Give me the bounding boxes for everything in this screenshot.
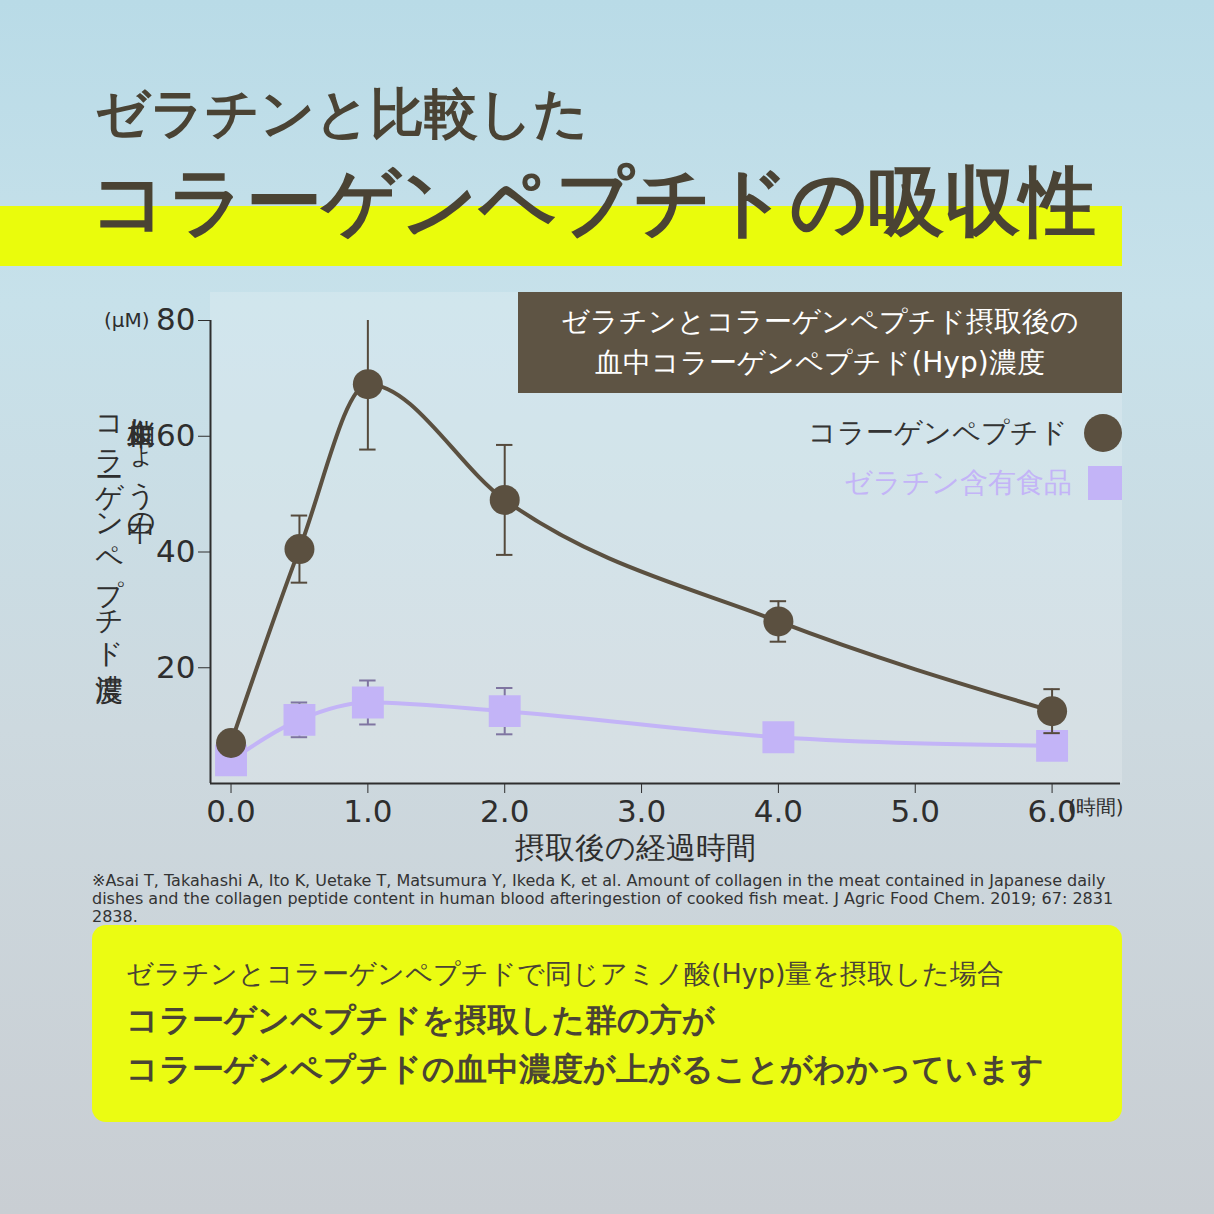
html-text:ゼラチンと比較した: ゼラチンと比較した <box>95 81 588 145</box>
svg-text:4.0: 4.0 <box>754 793 803 829</box>
html-text:(μM): (μM) <box>104 308 150 332</box>
svg-text:80: 80 <box>156 301 195 337</box>
html-text:末梢血しょう中の: 末梢血しょう中の <box>124 398 158 526</box>
svg-text:20: 20 <box>156 649 195 685</box>
svg-text:2.0: 2.0 <box>480 793 529 829</box>
html-text:コラーゲンペプチド: コラーゲンペプチド <box>808 416 1068 449</box>
html-text:血中コラーゲンペプチド(Hyp)濃度: 血中コラーゲンペプチド(Hyp)濃度 <box>595 345 1045 379</box>
svg-text:5.0: 5.0 <box>891 793 940 829</box>
html-text:(時間): (時間) <box>1068 795 1124 819</box>
html-text:※Asai T, Takahashi A, Ito K, U: ※Asai T, Takahashi A, Ito K, Uetake T, M… <box>92 871 1114 926</box>
svg-text:40: 40 <box>156 533 195 569</box>
html-text:ゼラチンとコラーゲンペプチドで同じアミノ酸(Hyp)量を摂取: ゼラチンとコラーゲンペプチドで同じアミノ酸(Hyp)量を摂取した場合 <box>126 958 1005 990</box>
html-text:コラーゲンペプチドの血中濃度が上がることがわかっています: コラーゲンペプチドの血中濃度が上がることがわかっています <box>126 1050 1044 1089</box>
html-text:コラーゲンペプチド濃度: コラーゲンペプチド濃度 <box>92 398 126 653</box>
svg-text:3.0: 3.0 <box>617 793 666 829</box>
html-text:コラーゲンペプチドを摂取した群の方が: コラーゲンペプチドを摂取した群の方が <box>126 1000 715 1039</box>
svg-text:60: 60 <box>156 417 195 453</box>
svg-text:1.0: 1.0 <box>343 793 392 829</box>
html-text:ゼラチンとコラーゲンペプチド摂取後の: ゼラチンとコラーゲンペプチド摂取後の <box>561 304 1079 338</box>
svg-text:6.0: 6.0 <box>1027 792 1077 829</box>
html-text:摂取後の経過時間: 摂取後の経過時間 <box>514 830 756 865</box>
html-text:コラーゲンペプチドの吸収性: コラーゲンペプチドの吸収性 <box>90 157 1096 246</box>
svg-text:0.0: 0.0 <box>206 793 255 829</box>
html-text:ゼラチン含有食品: ゼラチン含有食品 <box>844 466 1072 499</box>
